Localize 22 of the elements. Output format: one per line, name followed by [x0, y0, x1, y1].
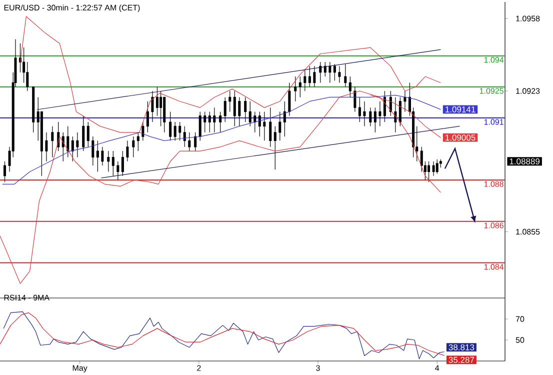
y-tick-label: 1.0855	[516, 228, 540, 235]
ref-line-label: 1.084	[484, 264, 504, 270]
y-tick-label: 50	[516, 337, 524, 343]
ref-line-label: 1.094	[484, 57, 504, 63]
data-label: 1.09005	[446, 134, 476, 141]
x-tick-label: 4	[435, 365, 440, 371]
ref-line-label: 1.091	[484, 119, 504, 125]
y-tick-label: 70	[516, 316, 524, 322]
y-tick-label: 1.0958	[516, 16, 540, 22]
chart-title: RSI14 - 9MA	[4, 294, 50, 300]
data-label: 35.287	[448, 356, 474, 363]
ref-line-label: 1.0925	[480, 88, 504, 94]
text: 1.08889	[510, 158, 540, 164]
x-tick-label: May	[72, 365, 88, 372]
data-label: 1.09141	[446, 106, 476, 112]
y-tick-label: 1.0923	[516, 88, 540, 94]
ref-line-label: 1.088	[484, 181, 504, 187]
x-tick-label: 2	[197, 365, 201, 371]
x-tick-label: 3	[316, 365, 320, 371]
ref-line-label: 1.086	[484, 222, 504, 228]
data-label: 38.813	[448, 344, 474, 350]
chart-title: EUR/USD - 30min - 1:22:57 AM (CET)	[4, 4, 140, 12]
